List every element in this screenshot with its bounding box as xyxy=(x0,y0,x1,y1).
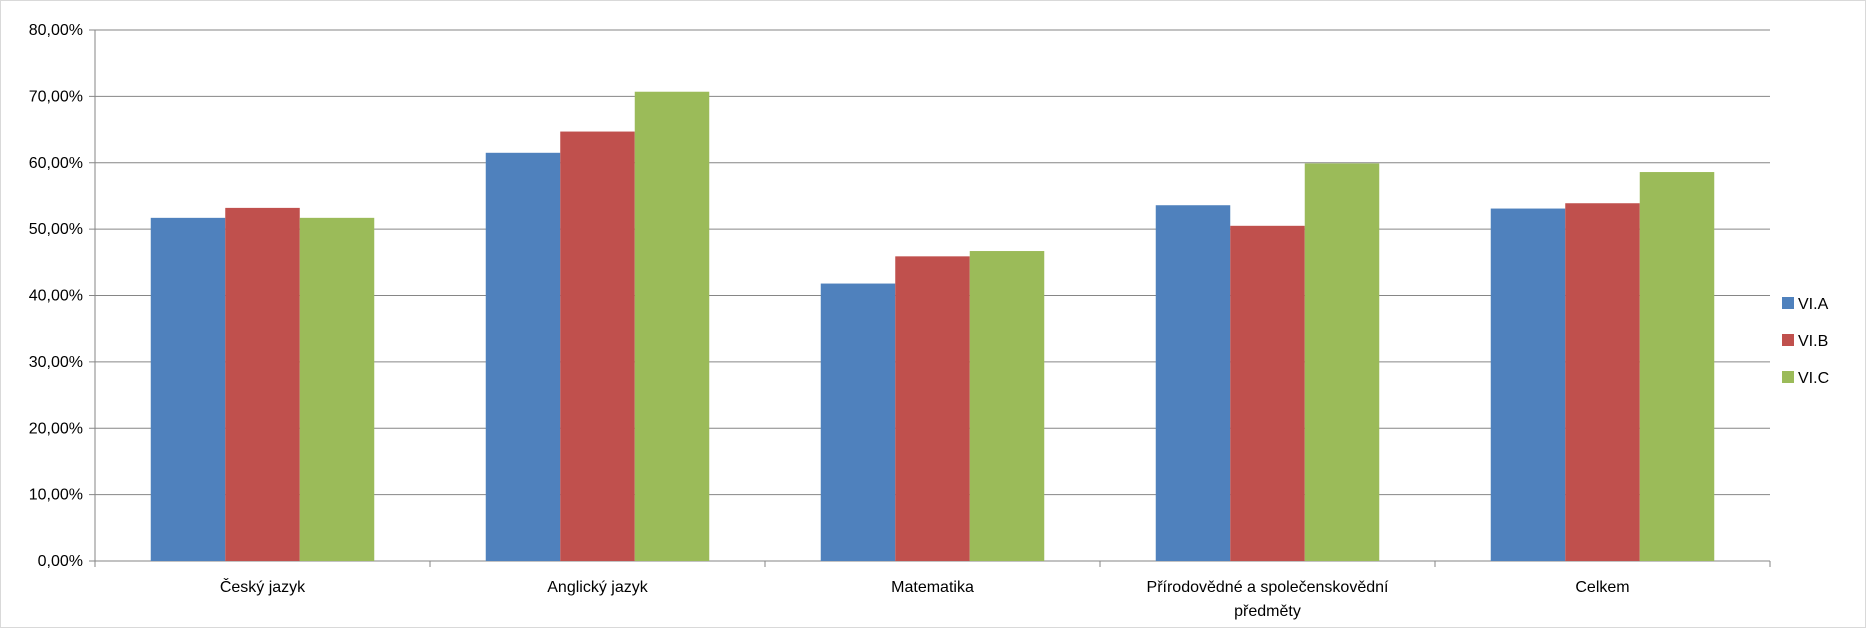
bar-vi-a xyxy=(485,152,561,561)
legend-swatch xyxy=(1782,371,1794,383)
bar-vi-a xyxy=(1155,205,1231,562)
legend-label: VI.B xyxy=(1798,333,1828,350)
bar-vi-c xyxy=(634,91,710,561)
bar-vi-c xyxy=(299,217,375,561)
x-category-label: Anglický jazyk xyxy=(547,579,648,596)
y-tick-label: 40,00% xyxy=(29,288,83,305)
bar-vi-b xyxy=(1230,225,1305,561)
bar-vi-c xyxy=(1304,163,1380,561)
y-tick-label: 0,00% xyxy=(38,553,83,570)
bar-vi-c xyxy=(969,251,1045,561)
legend-swatch xyxy=(1782,297,1794,309)
bar-vi-b xyxy=(225,207,300,561)
y-tick-label: 80,00% xyxy=(29,22,83,39)
y-tick-label: 20,00% xyxy=(29,420,83,437)
bar-vi-a xyxy=(150,217,226,561)
y-tick-label: 10,00% xyxy=(29,487,83,504)
legend-swatch xyxy=(1782,334,1794,346)
x-category-label: Přírodovědné a společenskovědní xyxy=(1147,579,1389,596)
x-category-label: předměty xyxy=(1234,603,1301,620)
bar-vi-b xyxy=(1565,203,1640,561)
bar-vi-b xyxy=(560,131,635,561)
bar-vi-a xyxy=(820,283,896,561)
x-category-label: Celkem xyxy=(1575,579,1629,596)
y-tick-label: 30,00% xyxy=(29,354,83,371)
x-category-label: Matematika xyxy=(891,579,974,596)
bar-vi-c xyxy=(1639,172,1715,562)
x-category-label: Český jazyk xyxy=(220,577,306,596)
y-tick-label: 50,00% xyxy=(29,221,83,238)
legend-label: VI.A xyxy=(1798,296,1829,313)
bar-vi-a xyxy=(1490,208,1566,561)
legend-label: VI.C xyxy=(1798,370,1829,387)
y-tick-label: 60,00% xyxy=(29,155,83,172)
bar-vi-b xyxy=(895,256,970,561)
y-tick-label: 70,00% xyxy=(29,88,83,105)
